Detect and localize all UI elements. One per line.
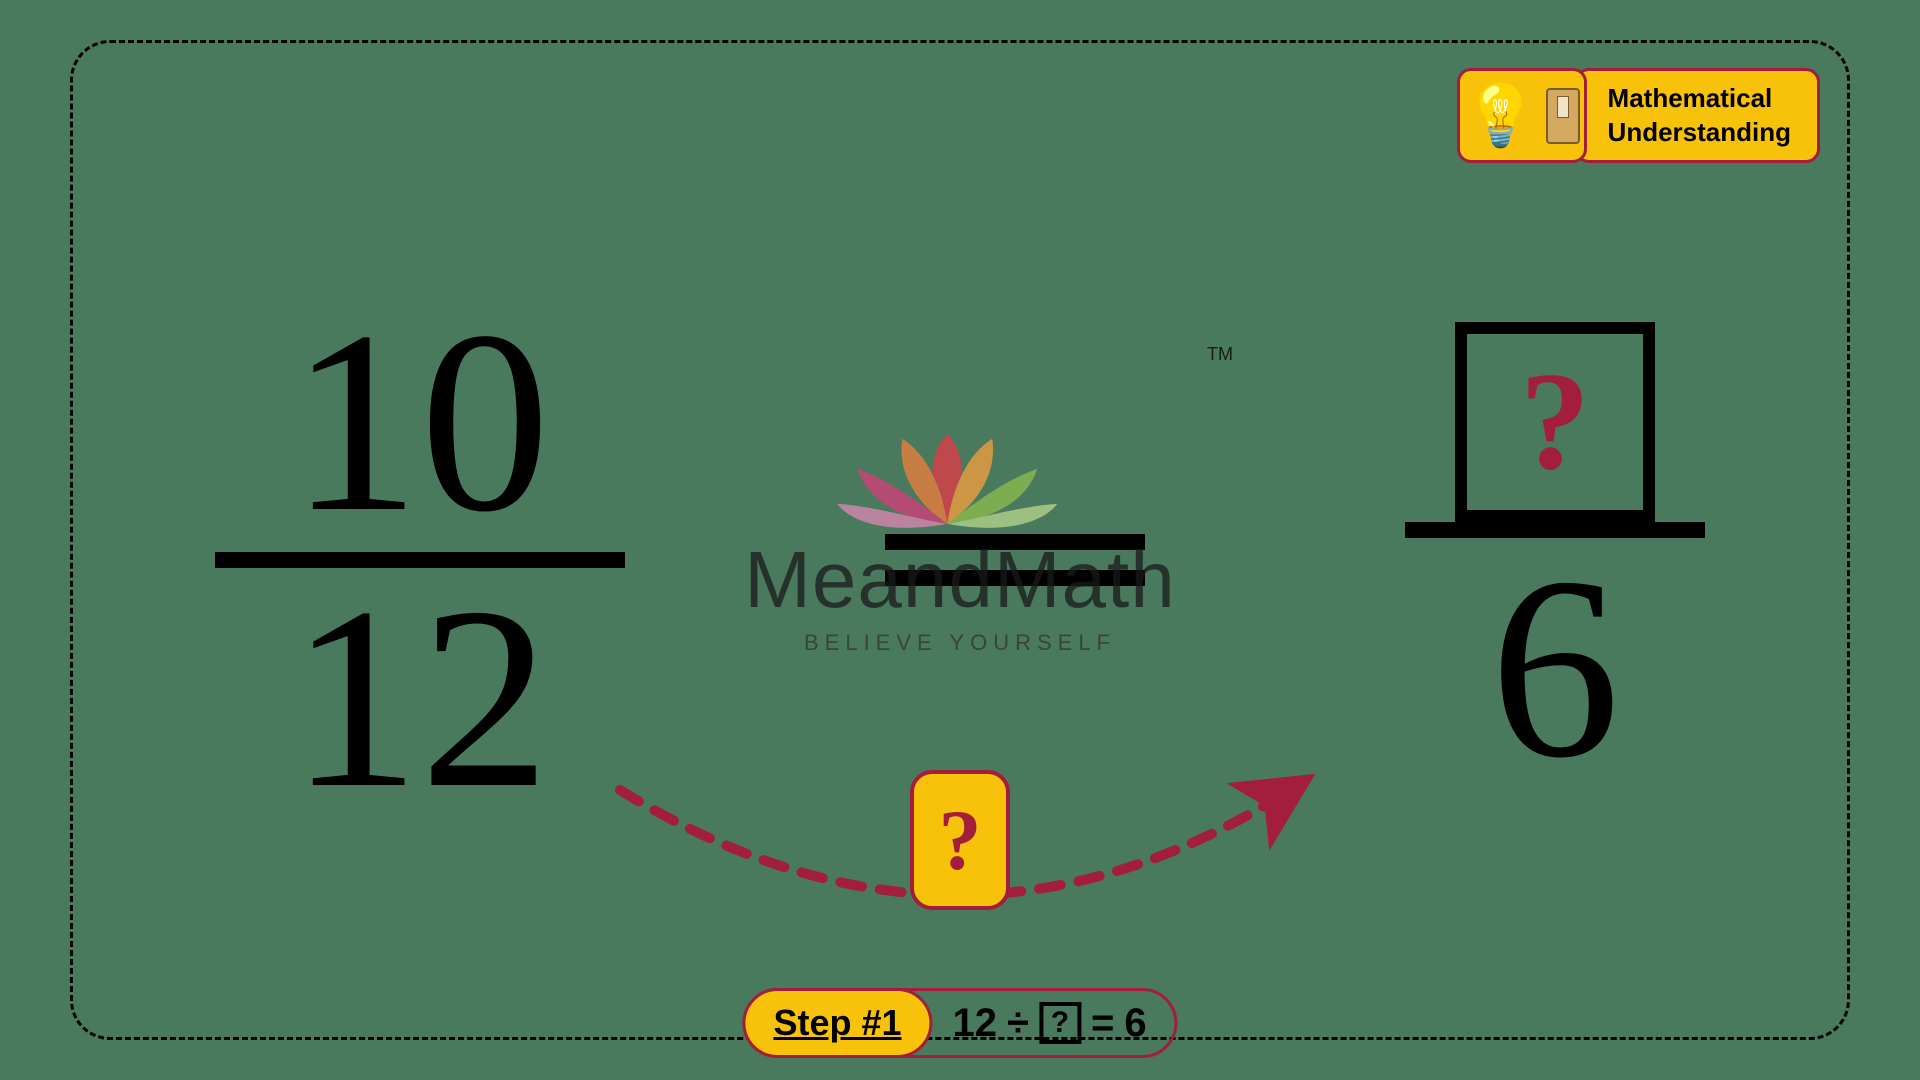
equals-line-bottom [885,570,1145,586]
fraction-right-denominator: 6 [1490,538,1620,798]
badge-line2: Understanding [1608,116,1791,150]
fraction-right: ? 6 [1405,322,1705,798]
fraction-right-numerator: ? [1455,322,1655,522]
switch-knob [1557,96,1569,118]
question-mark-icon: ? [1520,352,1590,492]
badge-line1: Mathematical [1608,82,1791,116]
badge-label: Mathematical Understanding [1575,68,1820,163]
equals-line-top [885,534,1145,550]
step-lhs-a: 12 [953,1001,998,1046]
fraction-left-denominator: 12 [290,568,550,828]
equals-sign [885,534,1145,586]
fraction-left-numerator: 10 [290,292,550,552]
step-bar: Step #1 12 ÷ ? = 6 [742,988,1177,1058]
step-label: Step #1 [742,988,932,1058]
step-equation: 12 ÷ ? = 6 [953,1001,1147,1046]
unknown-numerator-box: ? [1455,322,1655,522]
switch-icon [1546,88,1580,144]
equals-symbol: = [1091,1001,1114,1046]
question-mark-icon: ? [939,790,982,890]
badge-icon-group: 💡 [1457,68,1587,163]
step-unknown-box: ? [1039,1002,1081,1044]
fraction-left: 10 12 [215,292,625,828]
lightbulb-icon: 💡 [1463,80,1538,151]
step-rhs: 6 [1124,1001,1146,1046]
arrow-question-chip: ? [910,770,1010,910]
understanding-badge: 💡 Mathematical Understanding [1457,68,1820,163]
divide-symbol: ÷ [1007,1001,1029,1046]
